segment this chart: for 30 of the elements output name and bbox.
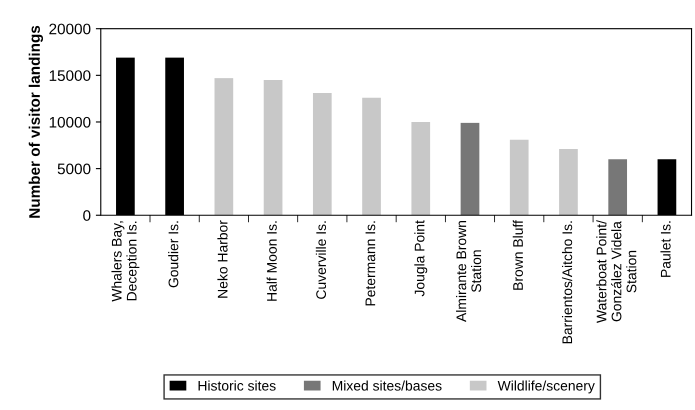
x-tick-label: Barrientos/Aitcho Is. [562, 221, 572, 344]
bar [264, 80, 282, 216]
x-tick-label: Brown Bluff [512, 220, 523, 290]
x-tick-label: Almirante Brown Station [456, 221, 482, 322]
x-tick-label: Jougla Point [414, 220, 428, 296]
x-tick-label: Paulet Is. [660, 221, 671, 277]
bar [510, 140, 529, 216]
x-tick-label: Waterboat Point/ González Videla Station [596, 220, 636, 323]
x-tick-label: Neko Harbor [217, 220, 228, 298]
bar [559, 149, 578, 216]
bar [214, 78, 234, 216]
bar [312, 93, 332, 216]
x-tick-label: Whalers Bay, Deception Is. [111, 221, 140, 302]
bar [362, 98, 381, 216]
x-tick-label: Goudier Is. [168, 221, 178, 288]
bar [411, 122, 430, 216]
x-tick-label: Half Moon Is. [266, 221, 277, 301]
x-tick-label: Petermann Is. [366, 221, 376, 306]
legend-label: Historic sites [198, 380, 276, 391]
y-tick-label: 10000 [50, 116, 90, 128]
y-tick-label: 0 [83, 210, 90, 221]
bar [608, 159, 628, 216]
legend-label: Wildlife/scenery [498, 380, 595, 394]
x-tick-label: Cuverville Is. [316, 221, 326, 299]
legend-label: Mixed sites/bases [332, 380, 442, 391]
y-tick-label: 5000 [58, 163, 90, 174]
y-axis-title: Number of visitor landings [28, 26, 44, 218]
y-tick-label: 15000 [50, 70, 90, 82]
bar [460, 122, 480, 216]
y-tick-label: 20000 [49, 24, 90, 34]
